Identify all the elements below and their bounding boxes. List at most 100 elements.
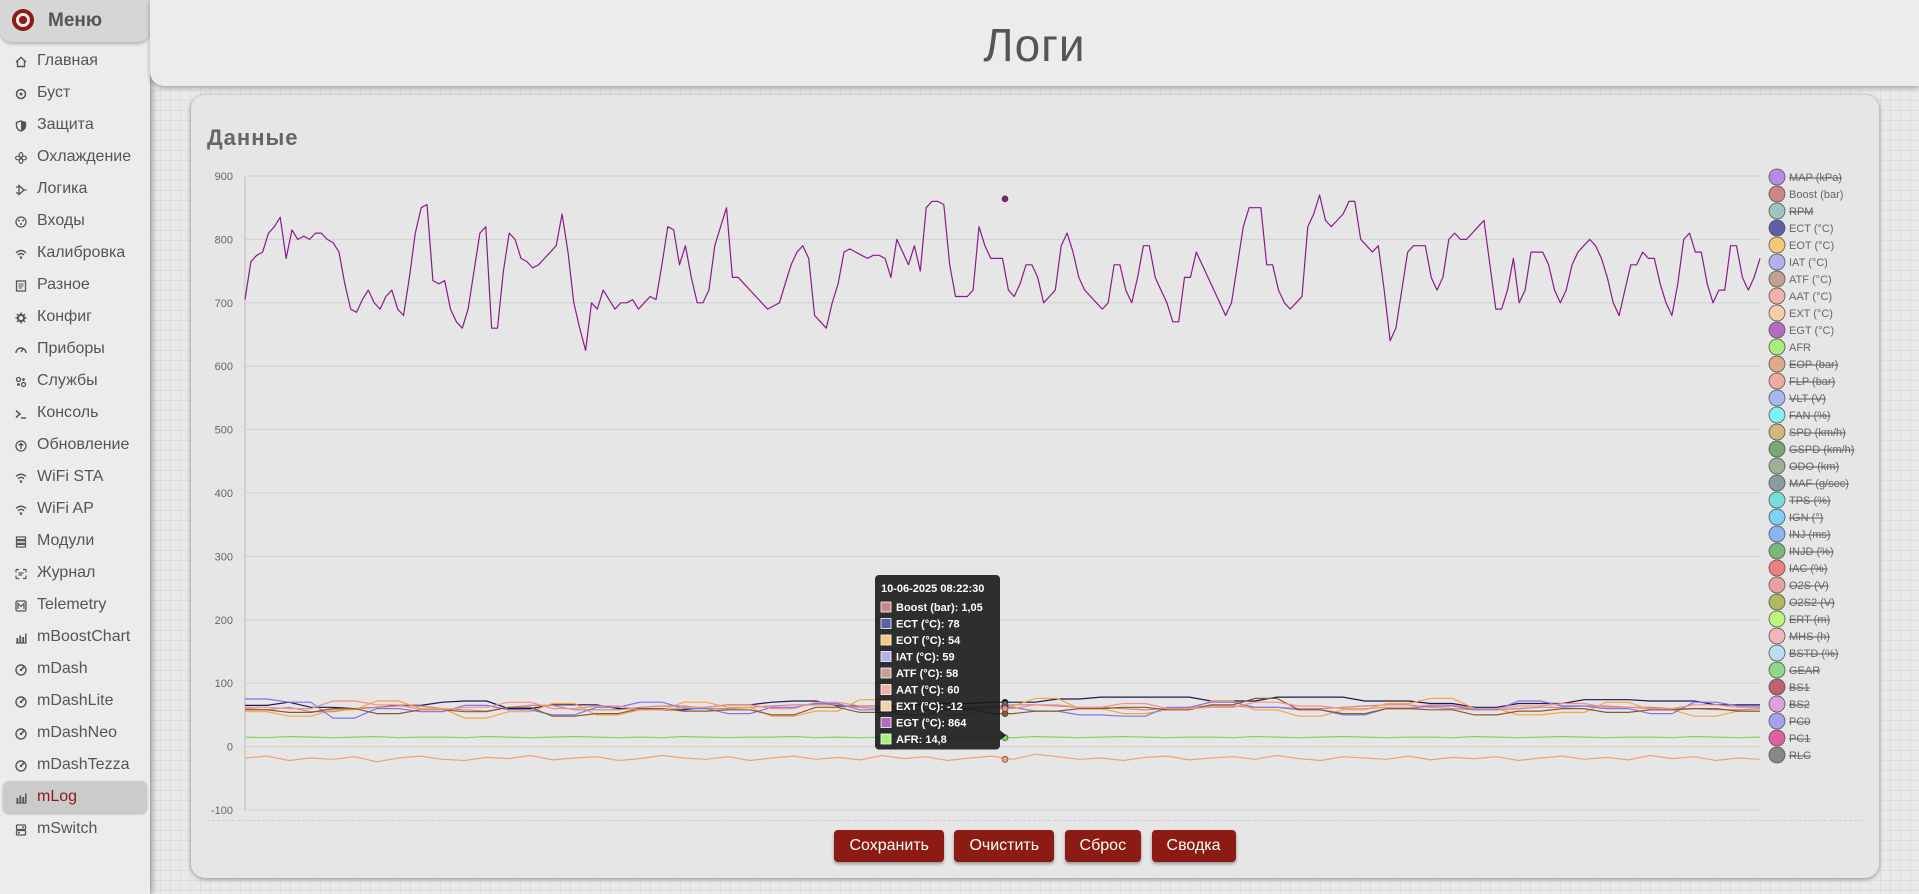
- legend-item[interactable]: ATF (°C): [1768, 270, 1832, 288]
- legend-label: ATF (°C): [1789, 274, 1832, 286]
- legend-item[interactable]: EOT (°C): [1768, 236, 1834, 254]
- legend-item[interactable]: O2S2 (V): [1768, 593, 1835, 611]
- legend-item[interactable]: ERT (m): [1768, 610, 1830, 628]
- log-chart[interactable]: 900 800 700 600 500 400 300 200 100 0 -100 10-06-20…: [191, 95, 1879, 815]
- sidebar-item-службы[interactable]: Службы: [3, 365, 147, 397]
- legend-item[interactable]: BS1: [1768, 678, 1810, 696]
- legend-swatch: [1768, 593, 1786, 611]
- legend-item[interactable]: Boost (bar): [1768, 185, 1843, 203]
- sidebar-item-label: Охлаждение: [37, 148, 132, 165]
- sidebar-item-mdashneo[interactable]: mDashNeo: [3, 717, 147, 749]
- tooltip-box: [875, 575, 1000, 750]
- save-button[interactable]: Сохранить: [834, 830, 944, 862]
- legend-item[interactable]: PC0: [1768, 712, 1810, 730]
- legend-item[interactable]: EXT (°C): [1768, 304, 1833, 322]
- sidebar-item-защита[interactable]: Защита: [3, 109, 147, 141]
- legend-item[interactable]: IAT (°C): [1768, 253, 1828, 271]
- sidebar-item-главная[interactable]: Главная: [3, 45, 147, 77]
- sidebar-item-калибровка[interactable]: Калибровка: [3, 237, 147, 269]
- legend-label: PC1: [1789, 733, 1810, 745]
- sidebar-item-mdash[interactable]: mDash: [3, 653, 147, 685]
- sidebar-item-mboostchart[interactable]: mBoostChart: [3, 621, 147, 653]
- legend-swatch: [1768, 372, 1786, 390]
- sidebar-item-telemetry[interactable]: Telemetry: [3, 589, 147, 621]
- legend-swatch: [1768, 202, 1786, 220]
- reset-button[interactable]: Сброс: [1064, 830, 1142, 862]
- sidebar-item-разное[interactable]: Разное: [3, 269, 147, 301]
- legend-label: Boost (bar): [1789, 189, 1843, 201]
- tooltip-row: Boost (bar): 1,05: [896, 602, 983, 614]
- tooltip-row: AFR: 14,8: [896, 734, 947, 746]
- legend-item[interactable]: EGT (°C): [1768, 321, 1834, 339]
- sidebar-item-mswitch[interactable]: mSwitch: [3, 813, 147, 845]
- calibration-icon: [15, 247, 27, 259]
- sidebar-item-label: mDashLite: [37, 692, 114, 709]
- sidebar-item-label: Обновление: [37, 436, 130, 453]
- gear-icon: [15, 311, 27, 324]
- sidebar-item-логика[interactable]: Логика: [3, 173, 147, 205]
- legend-item[interactable]: RLC: [1768, 746, 1811, 764]
- legend-item[interactable]: FAN (%): [1768, 406, 1831, 424]
- sidebar-item-буст[interactable]: Буст: [3, 77, 147, 109]
- legend-label: SPD (km/h): [1789, 427, 1846, 439]
- legend-item[interactable]: GEAR: [1768, 661, 1820, 679]
- legend-label: MAF (g/sec): [1789, 478, 1849, 490]
- legend-item[interactable]: BS2: [1768, 695, 1810, 713]
- legend-label: FLP (bar): [1789, 376, 1835, 388]
- legend-item[interactable]: ECT (°C): [1768, 219, 1834, 237]
- legend-item[interactable]: VLT (V): [1768, 389, 1826, 407]
- legend-item[interactable]: MAF (g/sec): [1768, 474, 1849, 492]
- sidebar-item-приборы[interactable]: Приборы: [3, 333, 147, 365]
- summary-button[interactable]: Сводка: [1151, 830, 1236, 862]
- legend-swatch: [1768, 321, 1786, 339]
- sidebar-item-wifi-sta[interactable]: WiFi STA: [3, 461, 147, 493]
- legend-swatch: [1768, 525, 1786, 543]
- sidebar-item-журнал[interactable]: Журнал: [3, 557, 147, 589]
- legend-label: O2S2 (V): [1789, 597, 1835, 609]
- legend-item[interactable]: AAT (°C): [1768, 287, 1832, 305]
- sidebar-item-конфиг[interactable]: Конфиг: [3, 301, 147, 333]
- legend-label: RLC: [1789, 750, 1811, 762]
- y-tick-label: 800: [215, 234, 233, 246]
- legend-item[interactable]: RPM: [1768, 202, 1813, 220]
- legend-swatch: [1768, 457, 1786, 475]
- update-icon: [15, 439, 27, 452]
- sidebar-item-label: mDash: [37, 660, 88, 677]
- y-tick-label: 200: [215, 615, 233, 627]
- legend-item[interactable]: BSTD (%): [1768, 644, 1839, 662]
- legend-item[interactable]: O2S (V): [1768, 576, 1829, 594]
- sidebar-item-модули[interactable]: Модули: [3, 525, 147, 557]
- legend-item[interactable]: MHS (h): [1768, 627, 1830, 645]
- legend-item[interactable]: MAP (kPa): [1768, 168, 1842, 186]
- legend-item[interactable]: INJD (%): [1768, 542, 1834, 560]
- sidebar-item-обновление[interactable]: Обновление: [3, 429, 147, 461]
- legend-swatch: [1768, 661, 1786, 679]
- sidebar-item-охлаждение[interactable]: Охлаждение: [3, 141, 147, 173]
- menu-header[interactable]: Меню: [0, 0, 150, 42]
- chart-tooltip: 10-06-2025 08:22:30 Boost (bar): 1,05 ECT …: [875, 575, 1006, 750]
- legend-item[interactable]: IAC (%): [1768, 559, 1828, 577]
- legend-item[interactable]: SPD (km/h): [1768, 423, 1846, 441]
- sidebar-item-mdashtezza[interactable]: mDashTezza: [3, 749, 147, 781]
- sidebar-item-mlog[interactable]: mLog: [3, 781, 147, 813]
- legend-item[interactable]: ODO (km): [1768, 457, 1839, 475]
- legend-item[interactable]: GSPD (km/h): [1768, 440, 1854, 458]
- sidebar-item-wifi-ap[interactable]: WiFi AP: [3, 493, 147, 525]
- legend-swatch: [1768, 287, 1786, 305]
- legend-item[interactable]: TPS (%): [1768, 491, 1831, 509]
- legend-item[interactable]: IGN (°): [1768, 508, 1823, 526]
- legend-item[interactable]: AFR: [1768, 338, 1811, 356]
- sidebar-item-консоль[interactable]: Консоль: [3, 397, 147, 429]
- legend-item[interactable]: PC1: [1768, 729, 1810, 747]
- sidebar-item-входы[interactable]: Входы: [3, 205, 147, 237]
- legend-swatch: [1768, 219, 1786, 237]
- legend-item[interactable]: INJ (ms): [1768, 525, 1831, 543]
- legend-item[interactable]: EOP (bar): [1768, 355, 1838, 373]
- divider: [207, 820, 1862, 821]
- legend-swatch: [1768, 559, 1786, 577]
- legend-item[interactable]: FLP (bar): [1768, 372, 1835, 390]
- clear-button[interactable]: Очистить: [954, 830, 1055, 862]
- tooltip-title: 10-06-2025 08:22:30: [881, 583, 984, 595]
- sidebar-item-mdashlite[interactable]: mDashLite: [3, 685, 147, 717]
- hover-point: [1001, 705, 1009, 712]
